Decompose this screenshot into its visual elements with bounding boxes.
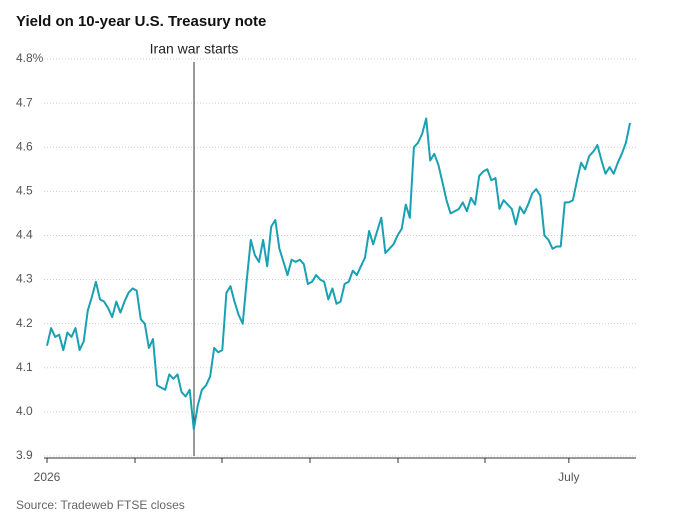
x-tick-label: July (558, 470, 579, 484)
y-tick-label: 4.7 (16, 95, 33, 109)
series-line (46, 117, 631, 431)
x-tick-label: 2026 (34, 470, 61, 484)
annotation: Iran war starts (150, 41, 239, 57)
source: Source: Tradeweb FTSE closes (16, 498, 185, 512)
y-tick-label: 4.0 (16, 404, 33, 418)
y-tick-label: 3.9 (16, 448, 33, 462)
y-tick-label: 4.6 (16, 139, 33, 153)
y-tick-label: 4.2 (16, 316, 33, 330)
y-tick-label: 4.1 (16, 360, 33, 374)
y-tick-label: 4.5 (16, 184, 33, 198)
y-tick-label: 4.8% (16, 51, 44, 65)
y-tick-label: 4.4 (16, 228, 33, 242)
y-tick-label: 4.3 (16, 272, 33, 286)
month-ticks (134, 458, 486, 463)
chart-title: Yield on 10-year U.S. Treasury note (16, 13, 266, 30)
